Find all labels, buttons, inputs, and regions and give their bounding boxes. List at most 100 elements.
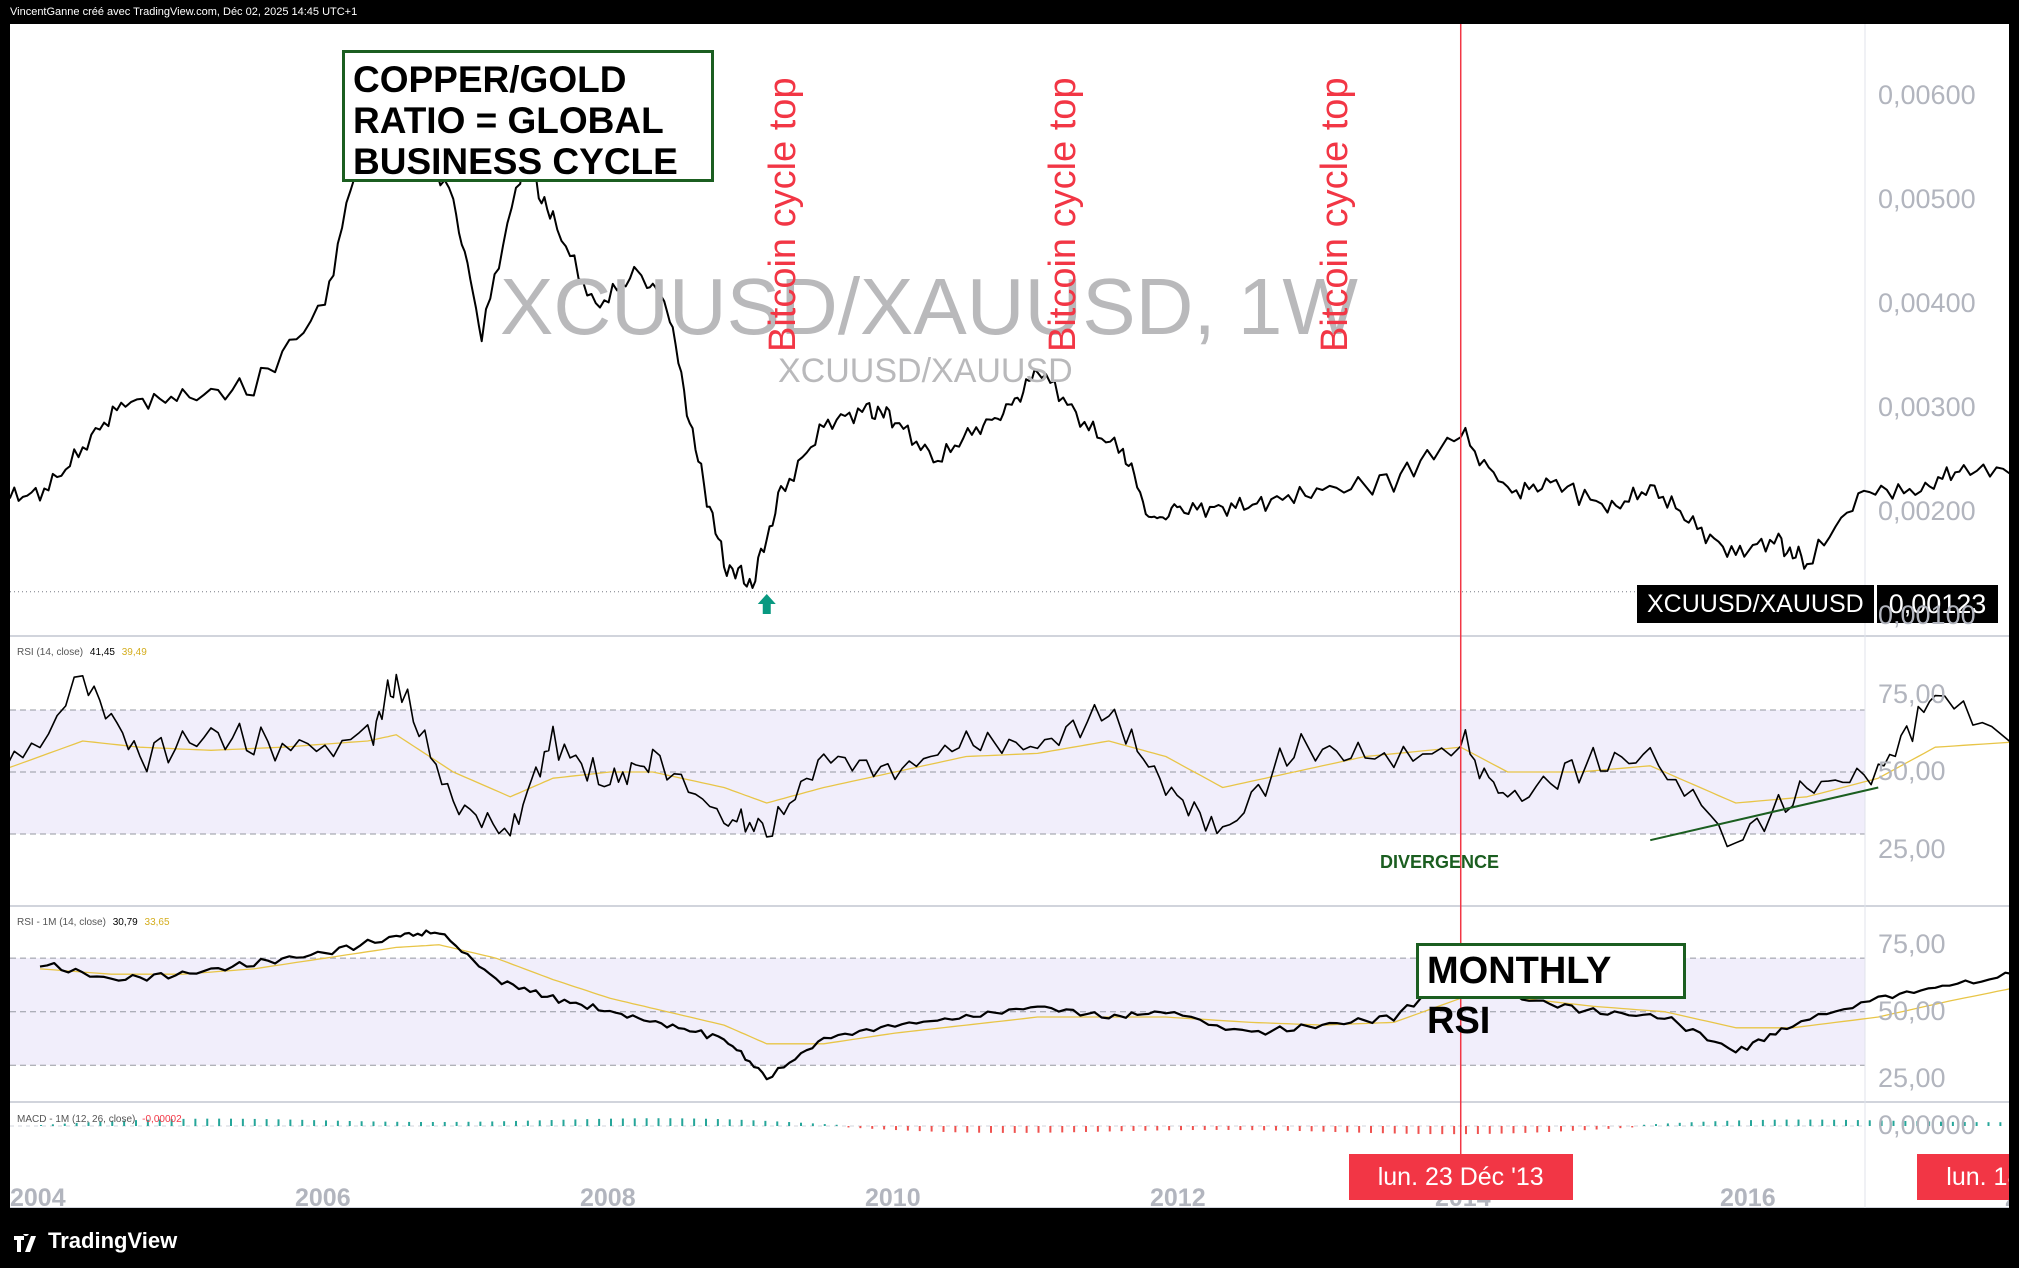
macd-bar [360, 1121, 363, 1126]
macd-bar [206, 1118, 209, 1126]
footer-brand: TradingView [14, 1228, 177, 1254]
macd-bar [1512, 1126, 1515, 1134]
cycle-date-tag-1: lun. 23 Déc '13 [1348, 1154, 1573, 1200]
macd-bar [1073, 1126, 1076, 1133]
price-axis-label: 0,00100 [1878, 599, 1976, 630]
macd-bar [610, 1118, 612, 1126]
cycle-date-tag-2: lun. 18 Déc '17 [1917, 1154, 2009, 1200]
mrsi-pane-header[interactable]: RSI - 1M (14, close) 30,79 33,65 [17, 917, 170, 928]
cycle-label-2[interactable]: Bitcoin cycle top [1042, 77, 1084, 352]
macd-bar [811, 1123, 814, 1126]
rsi-pane-ma: 39,49 [121, 647, 147, 658]
arrow-up-icon[interactable] [757, 594, 776, 614]
title-line-3: BUSINESS CYCLE [353, 141, 678, 182]
macd-bar [277, 1119, 280, 1126]
macd-bar [1655, 1124, 1657, 1126]
macd-bar [1975, 1122, 1978, 1126]
macd-bar [895, 1126, 897, 1131]
macd-bar [1536, 1126, 1539, 1133]
copper-gold-title-annotation[interactable]: COPPER/GOLD RATIO = GLOBAL BUSINESS CYCL… [342, 50, 714, 182]
mrsi-ma-line [39, 944, 2009, 1045]
macd-bar [253, 1118, 256, 1126]
macd-bar [1963, 1121, 1966, 1126]
price-axis-label: 0,00400 [1878, 288, 1976, 319]
macd-bar [1180, 1126, 1182, 1131]
macd-bar [1310, 1126, 1313, 1132]
macd-bar [1987, 1122, 1990, 1126]
cycle-label-3[interactable]: Bitcoin cycle top [1314, 77, 1356, 352]
macd-bar [1702, 1121, 1705, 1126]
price-series-line [10, 105, 2009, 589]
title-line-2: RATIO = GLOBAL [353, 100, 664, 141]
macd-bar [1714, 1121, 1717, 1126]
footer-brand-text: TradingView [48, 1228, 178, 1253]
macd-bar [40, 1125, 42, 1126]
macd-bar [51, 1124, 54, 1126]
macd-bar [372, 1121, 375, 1126]
macd-bar [1690, 1122, 1693, 1126]
macd-bar [835, 1124, 838, 1126]
rsi-pane-name: RSI (14, close) [17, 647, 84, 658]
macd-bar [99, 1121, 102, 1126]
macd-bar [1904, 1120, 1907, 1126]
macd-bar [847, 1126, 850, 1128]
macd-pane-header[interactable]: MACD - 1M (12, 26, close) -0,00002 [17, 1114, 182, 1125]
macd-bar [1880, 1120, 1883, 1126]
last-price-symbol: XCUUSD/XAUUSD [1637, 585, 1874, 623]
macd-bar [1037, 1126, 1040, 1133]
cycle-label-1[interactable]: Bitcoin cycle top [762, 77, 804, 352]
mrsi-pane-ma: 33,65 [144, 917, 170, 928]
macd-bar [1476, 1126, 1479, 1135]
time-axis-label: 2016 [1720, 1184, 1776, 1208]
macd-bar [681, 1118, 684, 1126]
macd-bar [705, 1118, 707, 1126]
macd-bar [467, 1121, 470, 1126]
macd-bar [776, 1121, 779, 1126]
macd-bar [1239, 1126, 1242, 1131]
macd-bar [1334, 1126, 1337, 1132]
mrsi-axis-label: 25,00 [1878, 1062, 1946, 1093]
macd-bar [491, 1121, 494, 1126]
macd-bar [1001, 1126, 1004, 1133]
macd-bar [693, 1118, 696, 1126]
time-axis-label: 2006 [295, 1184, 351, 1208]
macd-bar [348, 1120, 351, 1126]
macd-bar [1797, 1119, 1800, 1126]
monthly-rsi-annotation[interactable]: MONTHLY RSI [1416, 943, 1686, 1042]
divergence-trendline-1[interactable] [1650, 786, 1879, 842]
macd-bar [230, 1118, 232, 1126]
time-axis-label: 2008 [580, 1184, 636, 1208]
macd-bar [313, 1120, 316, 1126]
rsi-ma-line [10, 734, 2009, 804]
macd-bar [135, 1120, 137, 1126]
macd-bar [859, 1126, 862, 1129]
macd-bar [1595, 1126, 1598, 1130]
macd-bar [942, 1126, 945, 1132]
macd-bar [1275, 1126, 1277, 1131]
chart-frame[interactable]: XCUUSD/XAUUSD, 1W XCUUSD/XAUUSD COPPER/G… [10, 24, 2009, 1208]
macd-bar [1726, 1120, 1729, 1126]
mrsi-pane-name: RSI - 1M (14, close) [17, 917, 106, 928]
macd-bar [515, 1120, 517, 1126]
rsi-pane-header[interactable]: RSI (14, close) 41,45 39,49 [17, 647, 147, 658]
macd-bar [1227, 1126, 1230, 1130]
macd-bar [87, 1122, 90, 1126]
macd-bar [633, 1118, 636, 1126]
macd-bar [871, 1126, 874, 1129]
macd-bar [1381, 1126, 1384, 1134]
macd-bar [1548, 1126, 1551, 1132]
last-price-tag: XCUUSD/XAUUSD 0,00123 [1637, 585, 1999, 623]
macd-bar [1607, 1126, 1610, 1129]
macd-bar [1417, 1126, 1420, 1134]
divergence-label: DIVERGENCE [1380, 852, 1500, 872]
macd-bar [526, 1120, 529, 1126]
macd-bar [158, 1119, 161, 1126]
macd-bar [1346, 1126, 1349, 1133]
macd-bar [1025, 1126, 1028, 1133]
macd-bar [621, 1118, 624, 1126]
macd-bar [918, 1126, 921, 1132]
macd-bar [800, 1122, 802, 1126]
macd-bar [1916, 1121, 1919, 1126]
macd-bar [788, 1122, 791, 1126]
macd-bar [1560, 1126, 1562, 1132]
